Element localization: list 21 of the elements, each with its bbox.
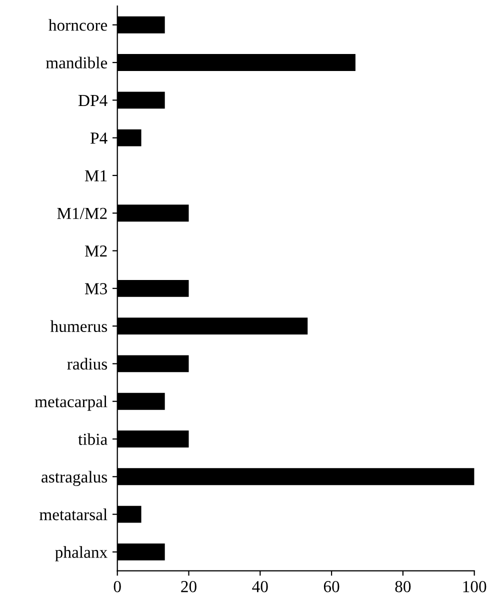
x-tick-label: 20 xyxy=(181,580,196,592)
y-tick-label: DP4 xyxy=(78,94,108,106)
x-tick-label: 100 xyxy=(463,580,486,592)
x-tick-label: 80 xyxy=(395,580,411,592)
y-tick-label: M3 xyxy=(84,283,107,294)
y-tick-label: M1/M2 xyxy=(57,208,107,220)
y-tick-label: mandible xyxy=(46,56,108,68)
y-tick-label: M2 xyxy=(84,246,107,257)
y-tick-label: astragalus xyxy=(42,470,108,486)
y-tick-label: M1 xyxy=(84,170,107,182)
y-tick-label: tibia xyxy=(78,433,108,445)
x-tick-label: 0 xyxy=(114,580,121,592)
x-tick-label: 60 xyxy=(324,580,340,592)
x-tick-label: 40 xyxy=(252,580,268,592)
y-tick-label: phalanx xyxy=(55,546,108,562)
y-tick-label: humerus xyxy=(50,320,108,332)
y-tick-label: metacarpal xyxy=(34,396,108,411)
y-tick-label: metatarsal xyxy=(40,508,108,520)
y-tick-label: radius xyxy=(67,358,108,370)
y-tick-label: horncore xyxy=(48,19,108,31)
y-tick-label: P4 xyxy=(90,132,108,144)
